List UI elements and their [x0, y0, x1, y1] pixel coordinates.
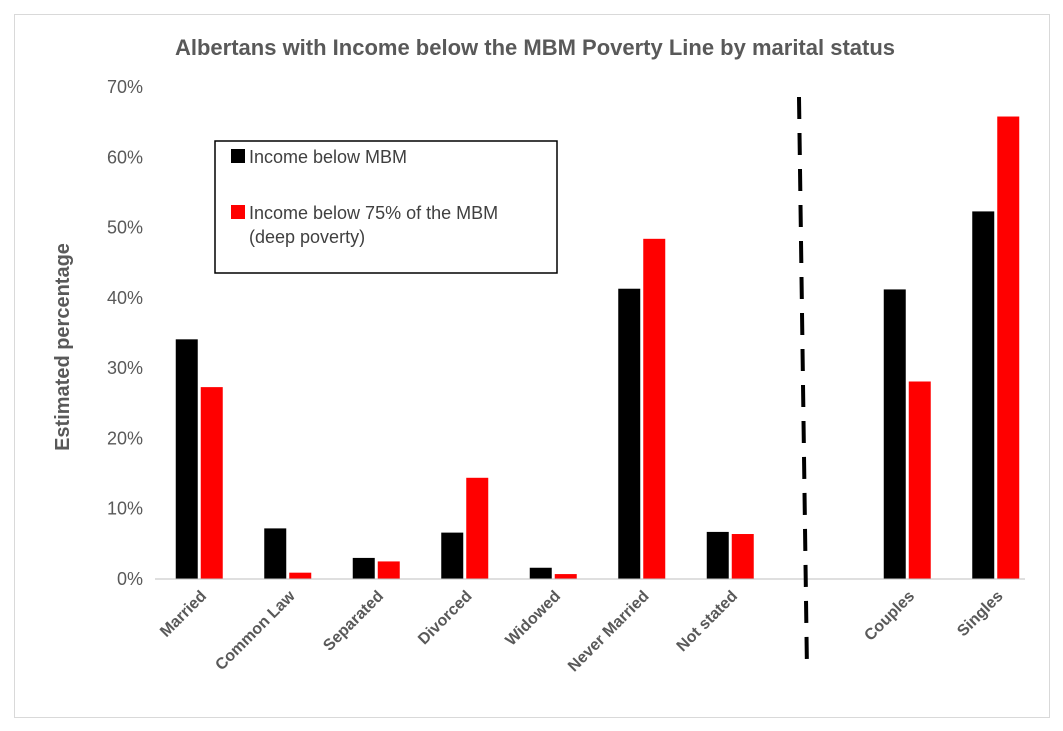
- separator-dashed-line: [799, 97, 807, 671]
- y-tick-label: 50%: [107, 218, 143, 238]
- bar-not-stated-series-0: [707, 532, 729, 579]
- x-tick-label: Common Law: [212, 587, 299, 674]
- x-tick-label: Not stated: [674, 588, 741, 655]
- legend: Income below MBM Income below 75% of the…: [215, 141, 557, 273]
- x-tick-label: Singles: [954, 588, 1006, 640]
- legend-label-income-below-mbm: Income below MBM: [249, 147, 407, 167]
- y-tick-label: 0%: [117, 569, 143, 589]
- bar-married-series-1: [201, 387, 223, 579]
- x-tick-label: Never Married: [565, 588, 652, 675]
- bar-widowed-series-0: [530, 568, 552, 579]
- y-axis-ticks: 0% 10% 20% 30% 40% 50% 60% 70%: [107, 77, 143, 589]
- chart-area: Albertans with Income below the MBM Pove…: [14, 14, 1050, 718]
- bar-chart: Albertans with Income below the MBM Pove…: [15, 15, 1049, 717]
- bar-not-stated-series-1: [732, 534, 754, 579]
- y-tick-label: 70%: [107, 77, 143, 97]
- bar-married-series-0: [176, 339, 198, 579]
- bar-widowed-series-1: [555, 574, 577, 579]
- y-tick-label: 20%: [107, 428, 143, 448]
- bar-couples-series-0: [884, 289, 906, 579]
- legend-label-deep-poverty-line1: Income below 75% of the MBM: [249, 203, 498, 223]
- y-tick-label: 60%: [107, 147, 143, 167]
- bar-separated-series-0: [353, 558, 375, 579]
- bar-separated-series-1: [378, 561, 400, 579]
- y-tick-label: 30%: [107, 358, 143, 378]
- x-tick-label: Couples: [861, 588, 918, 645]
- bar-singles-series-0: [972, 211, 994, 579]
- bar-divorced-series-1: [466, 478, 488, 579]
- chart-title: Albertans with Income below the MBM Pove…: [175, 35, 895, 60]
- bar-couples-series-1: [909, 381, 931, 579]
- bar-common-law-series-0: [264, 528, 286, 579]
- x-tick-label: Widowed: [503, 588, 565, 650]
- x-tick-label: Separated: [320, 588, 387, 655]
- x-tick-label: Married: [157, 588, 210, 641]
- y-tick-label: 10%: [107, 499, 143, 519]
- y-tick-label: 40%: [107, 288, 143, 308]
- legend-swatch-deep-poverty: [231, 205, 245, 219]
- legend-label-deep-poverty-line2: (deep poverty): [249, 227, 365, 247]
- x-tick-label: Divorced: [415, 588, 475, 648]
- bar-divorced-series-0: [441, 533, 463, 579]
- x-axis-ticks: Married Common Law Separated Divorced Widowe…: [157, 587, 1006, 675]
- bar-never-married-series-1: [643, 239, 665, 579]
- y-axis-label: Estimated percentage: [52, 243, 74, 451]
- bar-common-law-series-1: [289, 573, 311, 579]
- legend-swatch-income-below-mbm: [231, 149, 245, 163]
- bar-never-married-series-0: [618, 289, 640, 579]
- bar-singles-series-1: [997, 117, 1019, 579]
